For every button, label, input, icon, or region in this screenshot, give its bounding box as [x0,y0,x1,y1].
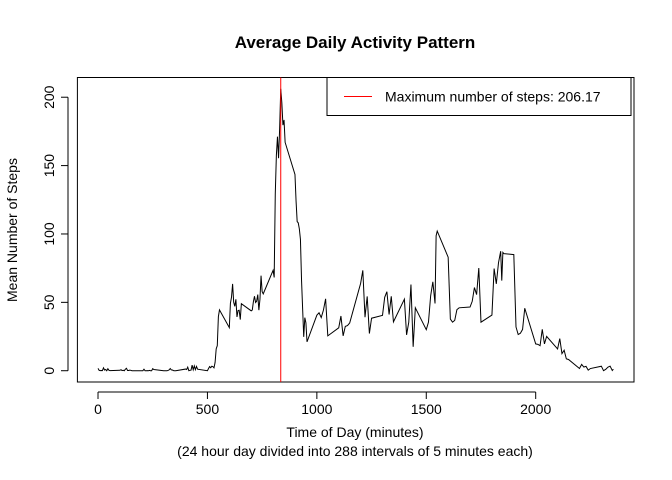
x-tick-label: 0 [94,401,102,417]
legend-label: Maximum number of steps: 206.17 [385,89,601,105]
x-tick-label: 2000 [520,401,551,417]
x-axis-note: (24 hour day divided into 288 intervals … [177,443,533,459]
y-tick-label: 100 [41,222,57,246]
y-tick-label: 150 [41,154,57,178]
legend-box [326,77,632,116]
x-tick-label: 1000 [301,401,332,417]
data-line [97,88,614,372]
chart-title: Average Daily Activity Pattern [235,33,476,52]
x-axis-label: Time of Day (minutes) [286,424,423,440]
x-tick-label: 1500 [411,401,442,417]
y-axis-label: Mean Number of Steps [4,158,20,302]
x-tick-label: 500 [196,401,220,417]
y-tick-label: 0 [41,367,57,375]
y-tick-label: 200 [41,85,57,109]
y-tick-label: 50 [41,294,57,310]
